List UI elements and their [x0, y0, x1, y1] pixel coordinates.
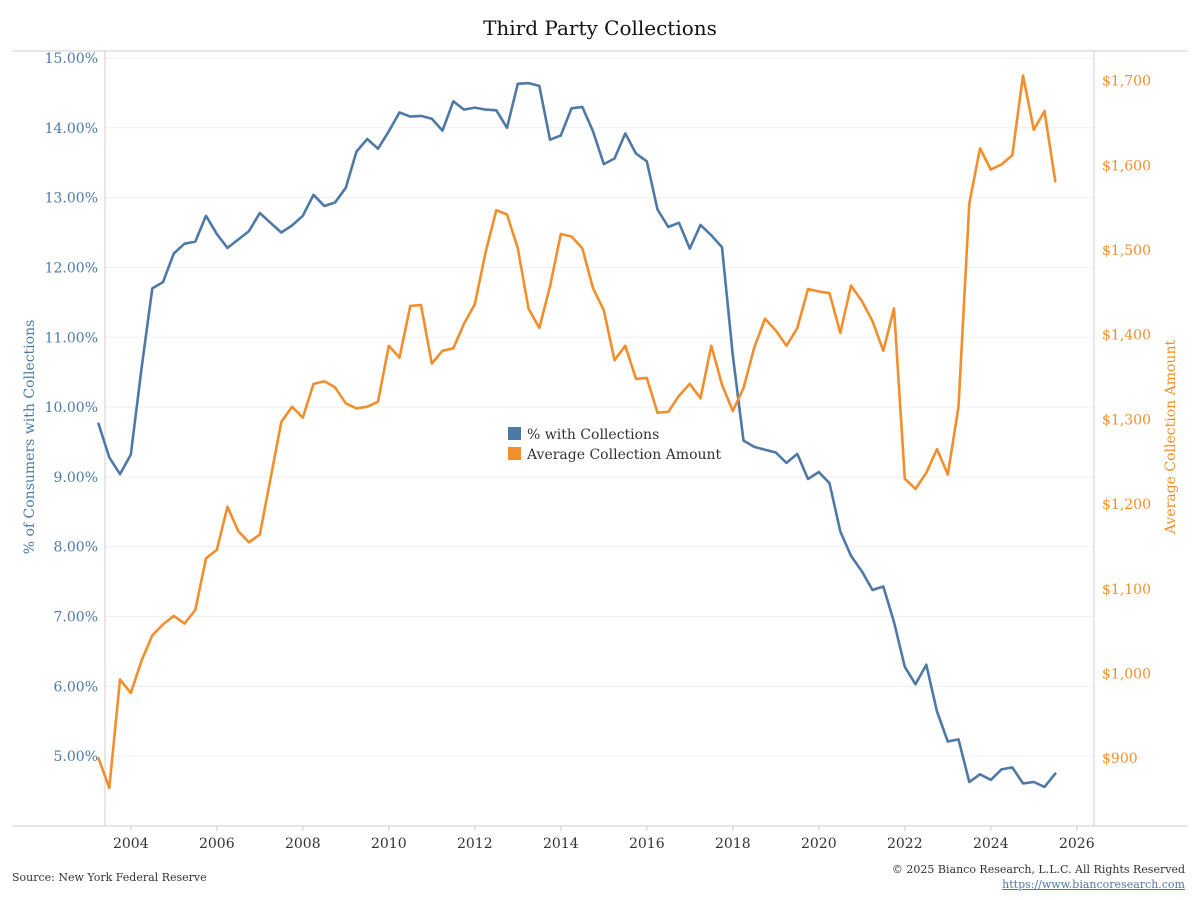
website-link[interactable]: https://www.biancoresearch.com [1002, 878, 1185, 891]
x-tick-label: 2006 [199, 836, 235, 852]
y-right-tick-label: $1,400 [1102, 328, 1151, 344]
x-tick-label: 2024 [973, 836, 1009, 852]
y-left-tick-label: 10.00% [45, 400, 98, 416]
legend-label-pct: % with Collections [527, 427, 659, 443]
y-right-tick-label: $1,100 [1102, 582, 1151, 598]
legend-label-amount: Average Collection Amount [526, 447, 722, 463]
y-left-tick-label: 11.00% [45, 330, 98, 346]
y-left-tick-label: 6.00% [54, 679, 98, 695]
legend-swatch-amount [508, 447, 521, 460]
y-left-tick-label: 13.00% [45, 191, 98, 207]
series-line-average-collection-amount [97, 74, 1057, 790]
y-right-tick-label: $900 [1102, 751, 1138, 767]
y-left-tick-label: 9.00% [54, 470, 98, 486]
source-note: Source: New York Federal Reserve [12, 871, 207, 884]
legend: % with Collections Average Collection Am… [508, 427, 722, 463]
y-left-tick-label: 15.00% [45, 51, 98, 67]
series-lines [97, 74, 1057, 790]
legend-swatch-pct [508, 427, 521, 440]
series-line-pct-with-collections [97, 81, 1057, 789]
x-tick-label: 2026 [1059, 836, 1095, 852]
y-right-tick-label: $1,500 [1102, 243, 1151, 259]
x-tick-label: 2018 [715, 836, 751, 852]
chart-title: Third Party Collections [483, 16, 717, 40]
copyright-note: © 2025 Bianco Research, L.L.C. All Right… [891, 863, 1185, 876]
y-left-tick-label: 12.00% [45, 260, 98, 276]
y-left-tick-label: 8.00% [54, 540, 98, 556]
right-axis-ticks: $900 $1,000 $1,100 $1,200 $1,300 $1,400 $1,500… [1102, 74, 1151, 768]
y-right-tick-label: $1,200 [1102, 497, 1151, 513]
y-left-tick-label: 5.00% [54, 749, 98, 765]
x-tick-label: 2020 [801, 836, 837, 852]
y-left-tick-label: 14.00% [45, 121, 98, 137]
x-axis-ticks: 2004 2006 2008 2010 2012 2014 2016 2018 2020 2022… [113, 826, 1095, 852]
left-axis-title: % of Consumers with Collections [22, 320, 38, 555]
gridlines [105, 57, 1094, 757]
x-tick-label: 2022 [887, 836, 923, 852]
x-tick-label: 2016 [629, 836, 665, 852]
y-right-tick-label: $1,700 [1102, 74, 1151, 90]
right-axis-title: Average Collection Amount [1163, 340, 1179, 536]
y-right-tick-label: $1,600 [1102, 158, 1151, 174]
x-tick-label: 2008 [285, 836, 321, 852]
y-right-tick-label: $1,300 [1102, 412, 1151, 428]
x-tick-label: 2012 [457, 836, 493, 852]
y-right-tick-label: $1,000 [1102, 667, 1151, 683]
left-axis-ticks: 5.00% 6.00% 7.00% 8.00% 9.00% 10.00% 11.00% 12.… [45, 51, 98, 765]
x-tick-label: 2014 [543, 836, 579, 852]
y-left-tick-label: 7.00% [54, 610, 98, 626]
x-tick-label: 2010 [371, 836, 407, 852]
x-tick-label: 2004 [113, 836, 149, 852]
